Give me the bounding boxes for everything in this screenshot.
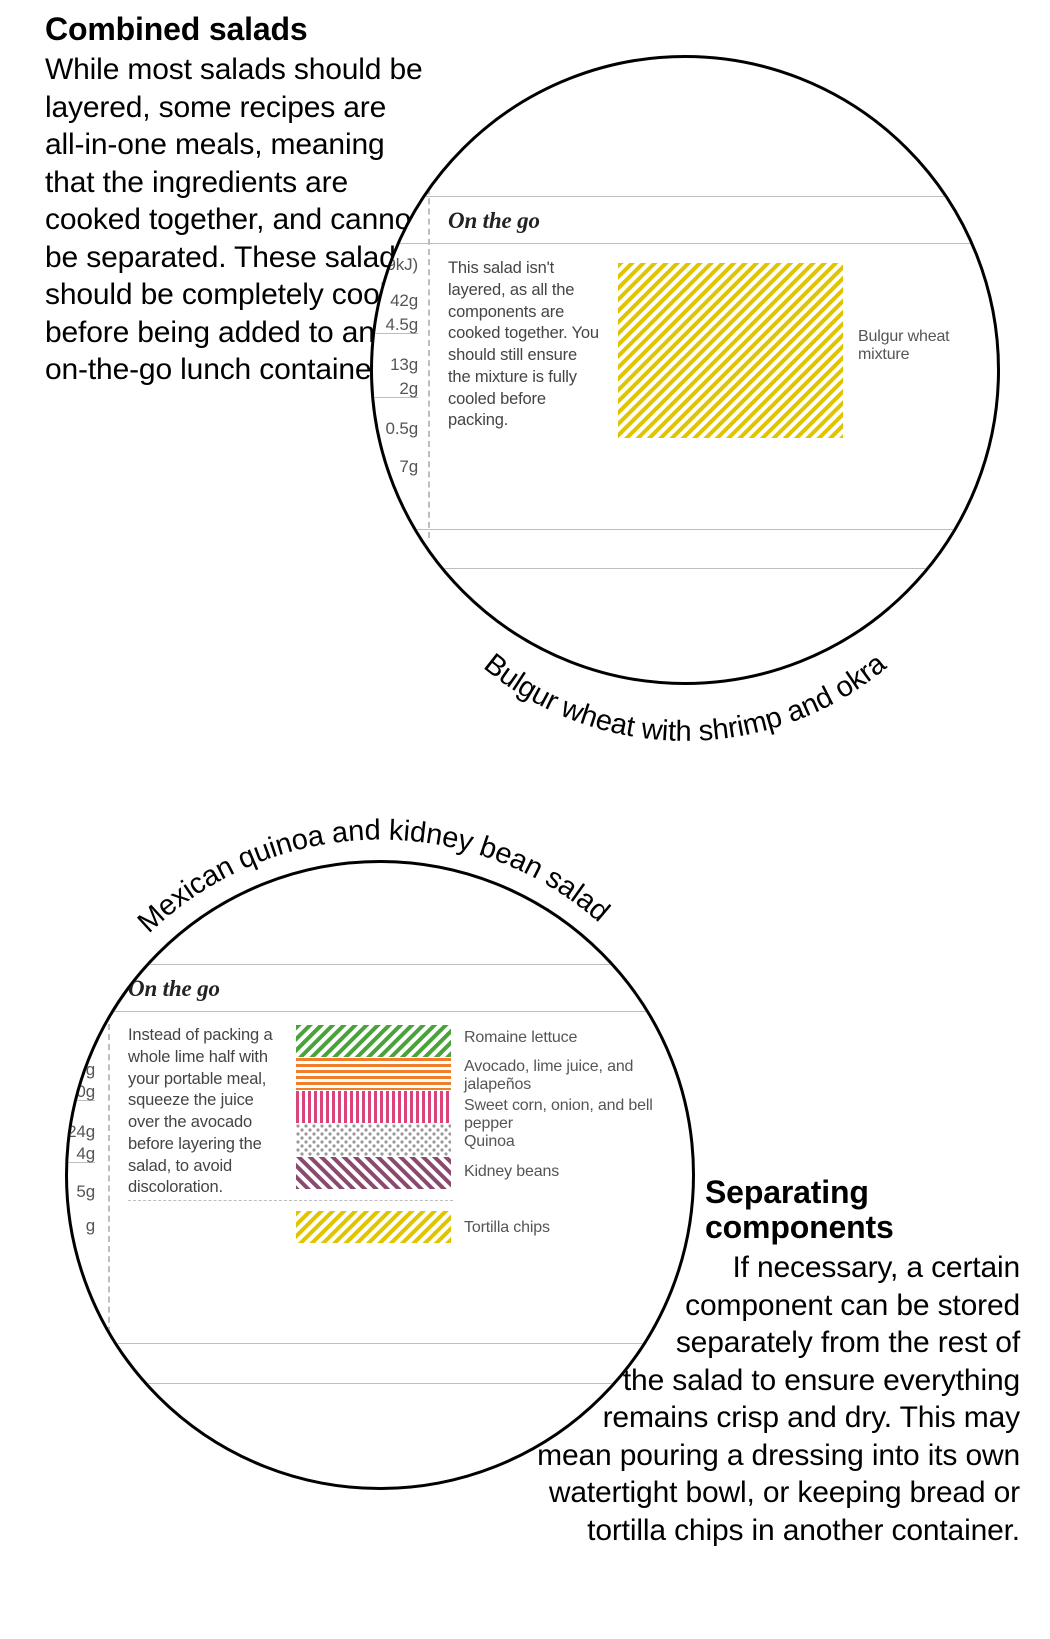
section2-line: the salad to ensure everything — [10, 1362, 1020, 1400]
section2-line: watertight bowl, or keeping bread or — [10, 1474, 1020, 1512]
section2-line: remains crisp and dry. This may — [10, 1399, 1020, 1437]
svg-text:Bulgur wheat with shrimp and o: Bulgur wheat with shrimp and okra — [478, 647, 893, 745]
section2-line: If necessary, a certain — [10, 1249, 1020, 1287]
magnifier1-caption: Bulgur wheat with shrimp and okra — [340, 25, 1030, 745]
section2-line: component can be stored — [10, 1287, 1020, 1325]
section2-line: separately from the rest of — [10, 1324, 1020, 1362]
section2-line: mean pouring a dressing into its own — [10, 1437, 1020, 1475]
svg-text:Mexican quinoa and kidney bean: Mexican quinoa and kidney bean salad — [132, 814, 616, 939]
section2-heading-line2: components — [10, 1210, 1020, 1245]
magnifier2-caption: Mexican quinoa and kidney bean salad — [32, 780, 732, 1180]
section2-heading: Separating — [10, 1175, 1020, 1210]
section2-line: tortilla chips in another container. — [10, 1512, 1020, 1550]
